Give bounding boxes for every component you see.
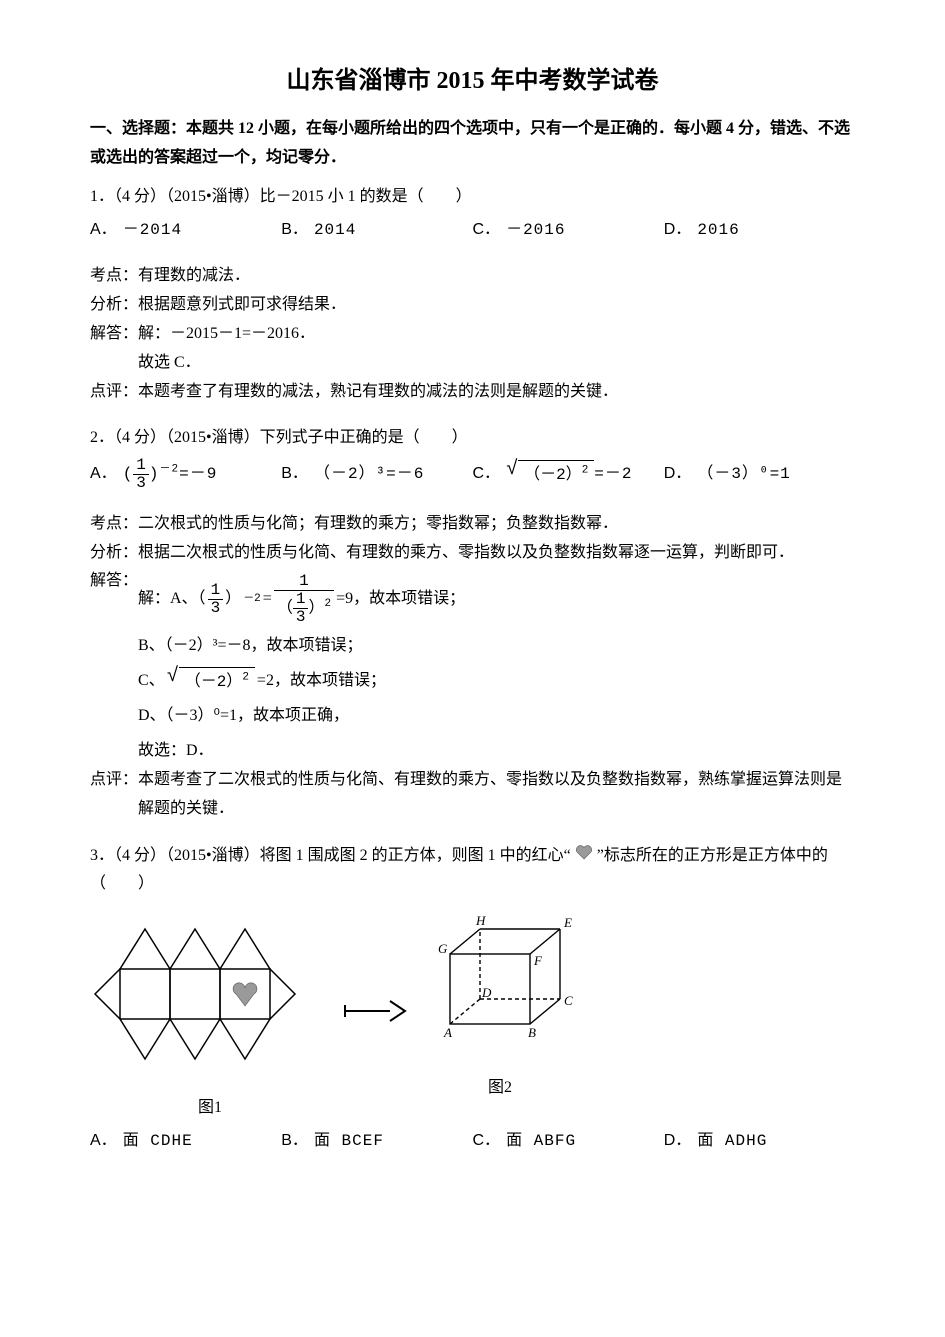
dianping-label: 点评：: [90, 378, 138, 407]
exp: －2: [243, 590, 261, 610]
frac-1-3-icon: 13: [208, 582, 224, 617]
q3-opt-b: B．面 BCEF: [281, 1127, 472, 1156]
dianping-text: 本题考查了有理数的减法，熟记有理数的减法的法则是解题的关键．: [138, 378, 855, 407]
jieda-text: 解：－2015－1=－2016．: [138, 320, 855, 349]
opt-text: 2014: [314, 216, 356, 245]
svg-text:E: E: [563, 915, 572, 930]
c-label: C、: [138, 667, 165, 696]
opt-a-expr: (: [123, 460, 134, 489]
kaodian-text: 有理数的减法．: [138, 262, 855, 291]
fenxi-label: 分析：: [90, 539, 138, 568]
jieda-text2: 故选 C．: [138, 349, 855, 378]
q2-stem: 2．（4 分）（2015•淄博）下列式子中正确的是（ ）: [90, 424, 855, 453]
kaodian-label: 考点：: [90, 510, 138, 539]
q3-stem: 3．（4 分）（2015•淄博）将图 1 围成图 2 的正方体，则图 1 中的红…: [90, 842, 855, 900]
a-eq: =: [263, 585, 272, 614]
figure-2: A B C D E F G H 图2: [420, 909, 580, 1103]
sqrt-icon: √（－2）2: [506, 460, 594, 490]
opt-label: D．: [664, 460, 692, 489]
jieda-label: 解答：: [90, 320, 138, 349]
frac-big-icon: 1 （13）2: [274, 573, 334, 625]
fenxi-label: 分析：: [90, 291, 138, 320]
svg-text:B: B: [528, 1025, 536, 1040]
kaodian-label: 考点：: [90, 262, 138, 291]
opt-text: 面 BCEF: [314, 1127, 384, 1156]
svg-text:D: D: [481, 985, 492, 1000]
q2-opt-a: A． ( 13 )－2=－9: [90, 457, 281, 492]
q3-opt-a: A．面 CDHE: [90, 1127, 281, 1156]
fenxi-text: 根据二次根式的性质与化简、有理数的乘方、零指数以及负整数指数幂逐一运算，判断即可…: [138, 539, 855, 568]
heart-icon: [575, 842, 593, 871]
sqrt-icon: √（－2）2: [167, 667, 255, 697]
q2-opt-c: C． √（－2）2 =－2: [473, 457, 664, 492]
opt-d-expr: （－3）⁰: [697, 460, 769, 489]
svg-text:G: G: [438, 941, 448, 956]
opt-label: A．: [90, 1127, 117, 1156]
svg-text:H: H: [475, 913, 486, 928]
opt-text: 面 CDHE: [123, 1127, 193, 1156]
opt-label: D．: [664, 216, 692, 245]
cube-diagram-icon: A B C D E F G H: [420, 909, 580, 1059]
opt-a-tail: )－2=－9: [149, 460, 217, 489]
kaodian-text: 二次根式的性质与化简；有理数的乘方；零指数幂；负整数指数幂．: [138, 510, 855, 539]
q1-opt-b: B．2014: [281, 216, 472, 245]
opt-text: 2016: [697, 216, 739, 245]
opt-text: －2014: [123, 216, 182, 245]
opt-b-expr: （－2）³=－6: [314, 460, 424, 489]
q1-opt-d: D．2016: [664, 216, 855, 245]
opt-label: B．: [281, 216, 308, 245]
fig1-caption: 图1: [90, 1094, 330, 1123]
jieda-a: 解：A、（ 13 ）－2 = 1 （13）2 =9，故本项错误；: [138, 573, 465, 625]
opt-c-tail: =－2: [594, 460, 632, 489]
opt-text: －2016: [506, 216, 565, 245]
q1-stem: 1．（4 分）（2015•淄博）比－2015 小 1 的数是（ ）: [90, 183, 855, 212]
jieda-label: 解答：: [90, 567, 138, 766]
dianping-label: 点评：: [90, 766, 138, 824]
q3-opt-d: D．面 ADHG: [664, 1127, 855, 1156]
q3-options: A．面 CDHE B．面 BCEF C．面 ABFG D．面 ADHG: [90, 1127, 855, 1156]
jieda-d: D、（－3）⁰=1，故本项正确，: [138, 702, 349, 731]
opt-label: A．: [90, 460, 117, 489]
q2-solution: 考点：二次根式的性质与化简；有理数的乘方；零指数幂；负整数指数幂． 分析：根据二…: [90, 510, 855, 824]
fig2-caption: 图2: [420, 1074, 580, 1103]
frac-1-3-icon: 13: [133, 457, 149, 492]
q2-options: A． ( 13 )－2=－9 B． （－2）³=－6 C． √（－2）2 =－2…: [90, 457, 855, 492]
opt-label: C．: [473, 1127, 501, 1156]
q3-opt-c: C．面 ABFG: [473, 1127, 664, 1156]
opt-d-tail: =1: [770, 460, 791, 489]
a-mid: ）: [225, 585, 241, 614]
svg-text:C: C: [564, 993, 573, 1008]
svg-text:A: A: [443, 1025, 452, 1040]
q1-opt-a: A．－2014: [90, 216, 281, 245]
section-instructions: 一、选择题：本题共 12 小题，在每小题所给出的四个选项中，只有一个是正确的．每…: [90, 115, 855, 173]
dianping-text: 本题考查了二次根式的性质与化简、有理数的乘方、零指数以及负整数指数幂，熟练掌握运…: [138, 766, 855, 824]
q3-stem-a: 3．（4 分）（2015•淄博）将图 1 围成图 2 的正方体，则图 1 中的红…: [90, 847, 571, 864]
jieda-c: C、 √（－2）2 =2，故本项错误；: [138, 667, 386, 697]
svg-text:F: F: [533, 953, 543, 968]
figure-1: 图1: [90, 909, 330, 1123]
net-diagram-icon: [90, 909, 330, 1079]
arrow-icon: [340, 991, 410, 1042]
a-tail: =9，故本项错误；: [336, 585, 465, 614]
opt-label: D．: [664, 1127, 692, 1156]
opt-text: 面 ABFG: [506, 1127, 576, 1156]
q2-opt-b: B． （－2）³=－6: [281, 457, 472, 492]
opt-label: C．: [473, 216, 501, 245]
opt-text: 面 ADHG: [697, 1127, 767, 1156]
opt-label: B．: [281, 460, 308, 489]
jieda-b: B、（－2）³=－8，故本项错误；: [138, 632, 363, 661]
c-tail: =2，故本项错误；: [257, 667, 386, 696]
jieda-d2: 故选：D．: [138, 737, 214, 766]
q1-options: A．－2014 B．2014 C．－2016 D．2016: [90, 216, 855, 245]
opt-label: C．: [473, 460, 501, 489]
q3-figures: 图1: [90, 909, 855, 1123]
q1-opt-c: C．－2016: [473, 216, 664, 245]
opt-label: A．: [90, 216, 117, 245]
q1-solution: 考点：有理数的减法． 分析：根据题意列式即可求得结果． 解答：解：－2015－1…: [90, 262, 855, 406]
fenxi-text: 根据题意列式即可求得结果．: [138, 291, 855, 320]
a-pre: 解：A、（: [138, 585, 206, 614]
q2-opt-d: D． （－3）⁰=1: [664, 457, 855, 492]
page-title: 山东省淄博市 2015 年中考数学试卷: [90, 60, 855, 103]
opt-label: B．: [281, 1127, 308, 1156]
